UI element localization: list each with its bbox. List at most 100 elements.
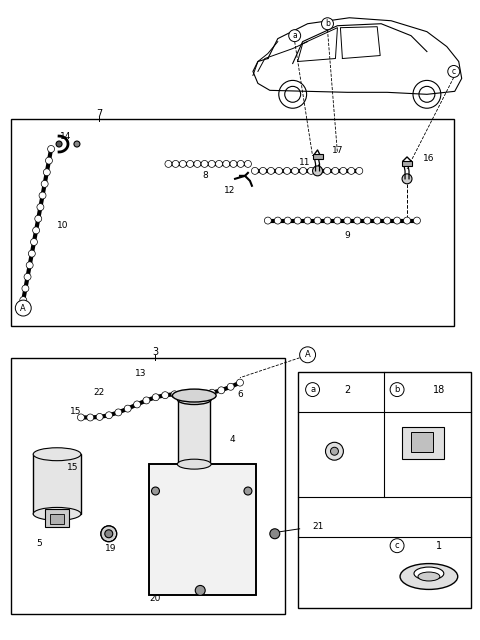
Circle shape bbox=[96, 413, 103, 420]
Bar bbox=[179, 399, 210, 464]
Circle shape bbox=[270, 529, 280, 539]
Bar bbox=[12, 119, 454, 326]
Circle shape bbox=[244, 161, 252, 168]
Circle shape bbox=[77, 414, 84, 421]
Circle shape bbox=[56, 141, 62, 147]
Circle shape bbox=[35, 215, 42, 222]
Circle shape bbox=[324, 168, 331, 174]
Text: 12: 12 bbox=[224, 186, 236, 195]
Circle shape bbox=[314, 217, 321, 224]
Bar bbox=[402, 428, 444, 459]
Circle shape bbox=[300, 168, 307, 174]
Circle shape bbox=[187, 161, 193, 168]
Circle shape bbox=[33, 227, 39, 234]
Circle shape bbox=[162, 392, 168, 399]
Circle shape bbox=[230, 161, 237, 168]
Circle shape bbox=[22, 285, 29, 292]
Circle shape bbox=[194, 161, 201, 168]
Circle shape bbox=[24, 273, 31, 280]
Circle shape bbox=[330, 447, 338, 455]
Circle shape bbox=[208, 161, 216, 168]
Circle shape bbox=[267, 168, 275, 174]
Text: 8: 8 bbox=[203, 172, 208, 180]
Bar bbox=[312, 154, 323, 159]
Circle shape bbox=[165, 161, 172, 168]
Circle shape bbox=[101, 526, 117, 541]
Circle shape bbox=[288, 29, 300, 42]
Circle shape bbox=[316, 168, 323, 174]
Ellipse shape bbox=[172, 389, 216, 402]
Circle shape bbox=[325, 442, 343, 460]
Text: 9: 9 bbox=[345, 231, 350, 240]
Circle shape bbox=[199, 390, 206, 397]
Bar bbox=[45, 509, 69, 527]
Ellipse shape bbox=[178, 395, 211, 404]
Circle shape bbox=[41, 180, 48, 188]
Circle shape bbox=[87, 414, 94, 421]
Circle shape bbox=[223, 161, 230, 168]
Circle shape bbox=[218, 387, 225, 394]
Circle shape bbox=[244, 487, 252, 495]
Circle shape bbox=[340, 168, 347, 174]
Ellipse shape bbox=[418, 572, 440, 581]
Circle shape bbox=[252, 168, 258, 174]
Text: c: c bbox=[452, 67, 456, 76]
Circle shape bbox=[260, 168, 266, 174]
Circle shape bbox=[43, 169, 50, 176]
Text: a: a bbox=[292, 31, 297, 40]
Ellipse shape bbox=[400, 564, 458, 589]
Ellipse shape bbox=[414, 567, 444, 580]
Bar bbox=[50, 514, 64, 524]
Circle shape bbox=[105, 530, 113, 538]
Circle shape bbox=[291, 168, 299, 174]
Text: 21: 21 bbox=[312, 522, 323, 531]
Text: A: A bbox=[20, 303, 26, 312]
Bar bbox=[298, 372, 471, 609]
Circle shape bbox=[28, 250, 36, 257]
Text: 19: 19 bbox=[105, 544, 117, 553]
Bar bbox=[148, 464, 256, 595]
Circle shape bbox=[74, 141, 80, 147]
Circle shape bbox=[394, 217, 401, 224]
Circle shape bbox=[15, 300, 31, 316]
Text: 10: 10 bbox=[57, 221, 69, 230]
Circle shape bbox=[48, 145, 55, 152]
Circle shape bbox=[195, 586, 205, 595]
Text: 7: 7 bbox=[96, 109, 102, 119]
Circle shape bbox=[208, 389, 216, 396]
Circle shape bbox=[237, 379, 243, 386]
Circle shape bbox=[133, 401, 141, 408]
Circle shape bbox=[300, 347, 315, 363]
Circle shape bbox=[37, 204, 44, 211]
Text: A: A bbox=[305, 350, 311, 359]
Circle shape bbox=[115, 409, 122, 416]
Text: 11: 11 bbox=[299, 159, 311, 168]
Circle shape bbox=[39, 192, 46, 199]
Circle shape bbox=[448, 65, 460, 77]
Circle shape bbox=[171, 391, 178, 398]
Circle shape bbox=[20, 296, 27, 303]
Circle shape bbox=[324, 217, 331, 224]
Circle shape bbox=[190, 391, 197, 398]
Circle shape bbox=[46, 157, 52, 164]
Circle shape bbox=[374, 217, 381, 224]
Circle shape bbox=[180, 390, 187, 397]
Text: 1: 1 bbox=[436, 541, 442, 550]
Circle shape bbox=[306, 383, 320, 397]
Circle shape bbox=[180, 161, 186, 168]
Circle shape bbox=[284, 168, 290, 174]
Circle shape bbox=[308, 168, 314, 174]
Text: 17: 17 bbox=[332, 147, 343, 156]
Bar bbox=[402, 161, 412, 166]
Circle shape bbox=[384, 217, 391, 224]
Text: 14: 14 bbox=[60, 132, 72, 141]
Circle shape bbox=[216, 161, 223, 168]
Bar bbox=[12, 358, 285, 614]
Circle shape bbox=[227, 383, 234, 390]
Circle shape bbox=[201, 161, 208, 168]
Circle shape bbox=[172, 161, 179, 168]
Text: 4: 4 bbox=[229, 435, 235, 444]
Ellipse shape bbox=[33, 448, 81, 461]
Circle shape bbox=[304, 217, 311, 224]
Bar bbox=[411, 433, 433, 452]
